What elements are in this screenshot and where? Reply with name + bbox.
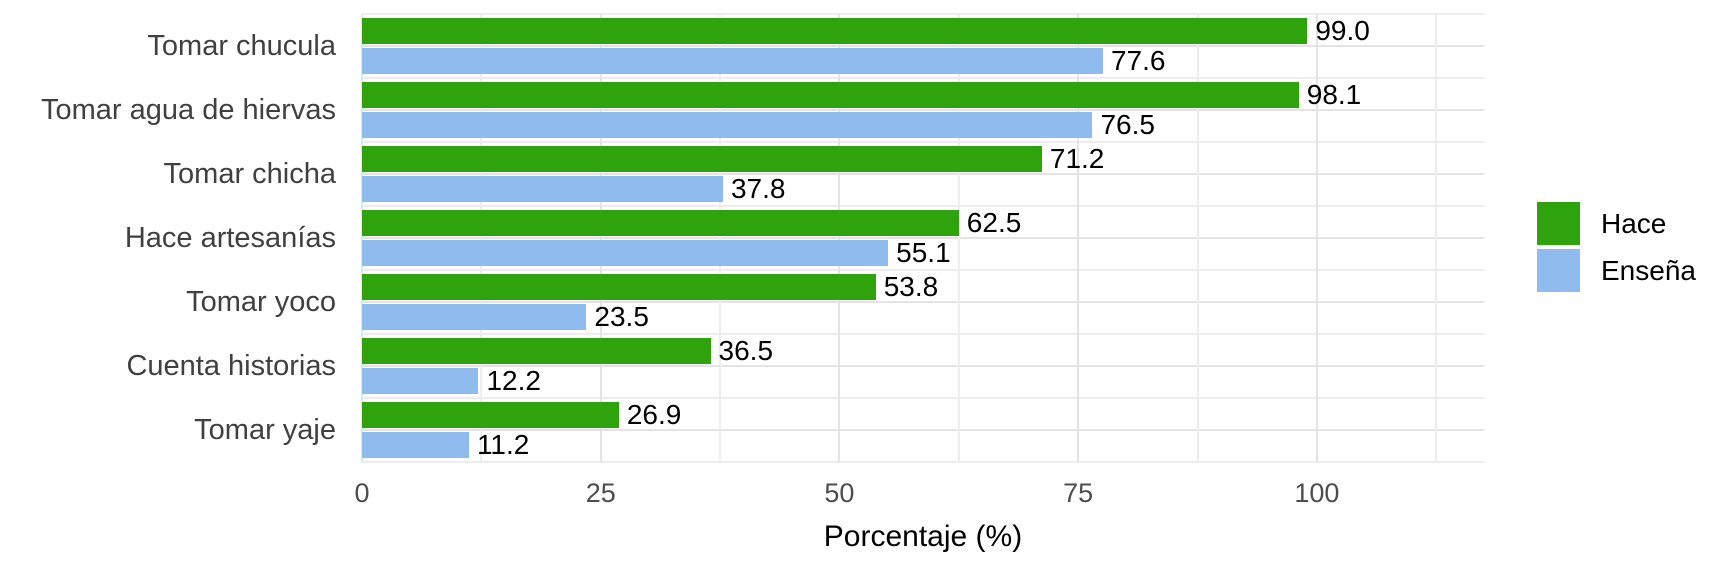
gridline-vertical-major xyxy=(599,14,602,462)
legend-label-hace: Hace xyxy=(1601,207,1667,239)
gridline-horizontal-minor xyxy=(362,205,1484,207)
bar-group-7: 26.9 11.2 xyxy=(362,398,1484,462)
legend-entry-hace: Hace xyxy=(1537,202,1696,245)
bar-value-label: 77.6 xyxy=(1110,45,1166,76)
bar-value-label: 76.5 xyxy=(1100,109,1155,140)
category-label-1: Tomar chucula xyxy=(147,29,336,62)
gridline-horizontal-major xyxy=(362,429,1484,431)
bar-value-label: 11.2 xyxy=(476,429,530,460)
bar-value-label: 53.8 xyxy=(883,271,939,302)
x-tick-label-25: 25 xyxy=(585,478,616,508)
bar-value-label: 26.9 xyxy=(626,399,682,430)
bar-value-label: 98.1 xyxy=(1306,79,1362,110)
bar-enseña-2 xyxy=(362,112,1093,138)
gridline-horizontal-major xyxy=(362,173,1484,175)
y-axis-category-labels: Tomar chucula Tomar agua de hiervas Tomar … xyxy=(0,14,336,462)
bar-enseña-1 xyxy=(362,48,1103,74)
bar-value-label: 62.5 xyxy=(966,207,1022,238)
gridline-vertical-minor xyxy=(719,14,722,462)
bar-group-2: 98.1 76.5 xyxy=(362,78,1484,142)
gridline-horizontal-minor xyxy=(362,269,1484,271)
gridline-horizontal-minor xyxy=(362,397,1484,399)
bar-value-label: 71.2 xyxy=(1049,143,1105,174)
gridline-vertical-minor xyxy=(957,14,960,462)
bar-hace-4 xyxy=(362,210,959,236)
legend: Hace Enseña xyxy=(1537,202,1696,296)
gridline-vertical-minor xyxy=(1196,14,1199,462)
gridline-horizontal-minor xyxy=(362,13,1484,15)
plot-panel: 99.0 77.6 98.1 76.5 71.2 37.8 62.5 55.1 53.8 23.5… xyxy=(361,13,1484,463)
x-axis-title: Porcentaje (%) xyxy=(823,520,1023,553)
category-label-3: Tomar chicha xyxy=(163,157,336,190)
gridline-horizontal-minor xyxy=(362,141,1484,143)
bar-group-3: 71.2 37.8 xyxy=(362,142,1484,206)
bar-value-label: 36.5 xyxy=(718,335,774,366)
bar-value-label: 99.0 xyxy=(1315,15,1370,46)
gridline-horizontal-major xyxy=(362,365,1484,367)
bar-value-label: 12.2 xyxy=(486,365,541,396)
gridline-horizontal-minor xyxy=(362,77,1484,79)
x-tick-label-0: 0 xyxy=(354,478,370,508)
bar-group-5: 53.8 23.5 xyxy=(362,270,1484,334)
category-label-7: Tomar yaje xyxy=(194,413,336,446)
category-label-6: Cuenta historias xyxy=(126,349,336,382)
bar-hace-5 xyxy=(362,274,876,300)
bar-group-1: 99.0 77.6 xyxy=(362,14,1484,78)
bar-value-label: 55.1 xyxy=(896,237,951,268)
bar-enseña-6 xyxy=(362,368,479,394)
legend-entry-ensena: Enseña xyxy=(1537,249,1696,292)
bar-hace-1 xyxy=(362,18,1308,44)
bar-hace-6 xyxy=(362,338,711,364)
x-tick-label-50: 50 xyxy=(824,478,855,508)
gridline-vertical-major xyxy=(1077,14,1080,462)
gridline-horizontal-minor xyxy=(362,333,1484,335)
bar-group-6: 36.5 12.2 xyxy=(362,334,1484,398)
category-label-2: Tomar agua de hiervas xyxy=(41,93,336,126)
legend-key-ensena-swatch xyxy=(1537,249,1580,292)
bar-enseña-4 xyxy=(362,240,889,266)
legend-key-hace-swatch xyxy=(1537,202,1580,245)
x-axis-tick-labels: 0 25 50 75 100 xyxy=(354,478,1484,512)
gridline-vertical-minor xyxy=(480,14,483,462)
gridline-horizontal-major xyxy=(362,237,1484,239)
category-label-4: Hace artesanías xyxy=(124,221,336,254)
bar-group-4: 62.5 55.1 xyxy=(362,206,1484,270)
x-tick-label-100: 100 xyxy=(1294,478,1340,508)
gridline-vertical-major xyxy=(361,14,363,462)
x-tick-label-75: 75 xyxy=(1063,478,1094,508)
gridline-horizontal-major xyxy=(362,301,1484,303)
gridline-horizontal-major xyxy=(362,45,1484,47)
bar-value-label: 37.8 xyxy=(730,173,786,204)
bar-enseña-5 xyxy=(362,304,587,330)
gridline-vertical-major xyxy=(1315,14,1318,462)
bar-value-label: 23.5 xyxy=(594,301,649,332)
gridline-horizontal-minor xyxy=(362,461,1484,463)
bar-hace-2 xyxy=(362,82,1299,108)
gridline-horizontal-major xyxy=(362,109,1484,111)
gridline-vertical-minor xyxy=(1435,14,1438,462)
bar-enseña-3 xyxy=(362,176,723,202)
category-label-5: Tomar yoco xyxy=(186,285,336,318)
bar-hace-3 xyxy=(362,146,1042,172)
gridline-vertical-major xyxy=(838,14,841,462)
bar-enseña-7 xyxy=(362,432,469,458)
bar-hace-7 xyxy=(362,402,619,428)
legend-label-ensena: Enseña xyxy=(1601,254,1696,286)
